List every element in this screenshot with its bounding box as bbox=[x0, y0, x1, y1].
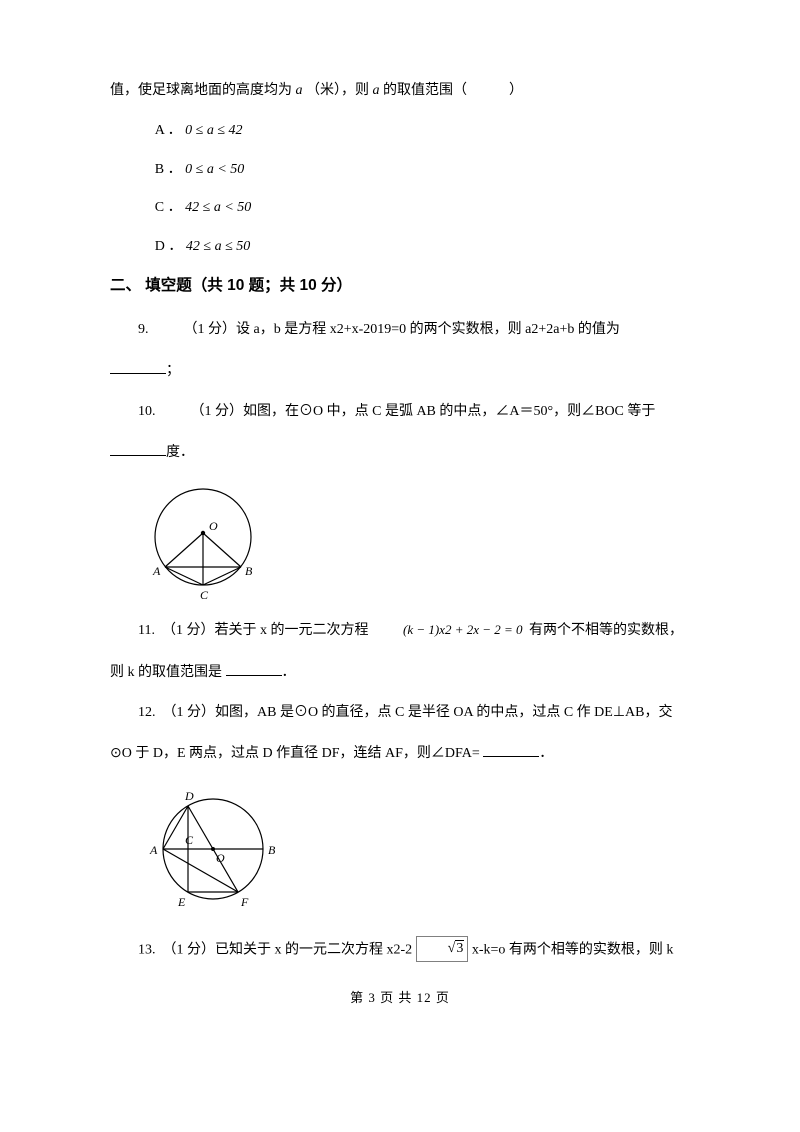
option-a: A ． 0 ≤ a ≤ 42 bbox=[110, 120, 690, 142]
svg-text:O: O bbox=[209, 519, 218, 533]
option-a-text: 0 ≤ a ≤ 42 bbox=[185, 123, 242, 138]
page-footer: 第 3 页 共 12 页 bbox=[110, 988, 690, 1009]
var-a2: a bbox=[373, 83, 380, 98]
svg-text:A: A bbox=[149, 843, 158, 857]
sqrt-val: 3 bbox=[455, 940, 464, 956]
figure-q12-svg: O A B C D E F bbox=[138, 784, 293, 919]
option-b-text: 0 ≤ a < 50 bbox=[185, 162, 244, 177]
svg-text:B: B bbox=[268, 843, 276, 857]
q13: 13. （1 分）已知关于 x 的一元二次方程 x2-2 √3 x-k=o 有两… bbox=[110, 937, 690, 963]
option-d-label: D ． bbox=[155, 239, 183, 254]
q12-line2: ⊙O 于 D，E 两点，过点 D 作直径 DF，连结 AF，则∠DFA= ． bbox=[110, 742, 690, 765]
q9: 9. （1 分）设 a，b 是方程 x2+x‐2019=0 的两个实数根，则 a… bbox=[110, 319, 690, 341]
svg-text:F: F bbox=[240, 895, 249, 909]
q13-tail: x-k=o 有两个相等的实数根，则 k bbox=[472, 942, 674, 957]
q-continuation: 值，使足球离地面的高度均为 a （米），则 a 的取值范围（ ） bbox=[110, 80, 690, 102]
svg-text:C: C bbox=[185, 833, 194, 847]
option-b-label: B ． bbox=[155, 162, 182, 177]
q11-blank bbox=[226, 661, 282, 676]
q-intro-text: 值，使足球离地面的高度均为 bbox=[110, 83, 292, 98]
q11-mid: 有两个不相等的实数根， bbox=[529, 623, 683, 638]
q13-prefix: 13. （1 分）已知关于 x 的一元二次方程 x2-2 bbox=[138, 942, 412, 957]
option-d: D ． 42 ≤ a ≤ 50 bbox=[110, 236, 690, 258]
q11: 11. （1 分）若关于 x 的一元二次方程 (k − 1)x2 + 2x − … bbox=[110, 620, 690, 642]
q11-prefix: 11. （1 分）若关于 x 的一元二次方程 bbox=[138, 623, 368, 638]
var-a1: a bbox=[296, 83, 303, 98]
section-2-title: 二、 填空题（共 10 题；共 10 分） bbox=[110, 274, 690, 299]
figure-q12: O A B C D E F bbox=[138, 784, 690, 919]
q9-line2: ； bbox=[110, 359, 690, 382]
q11-line2: 则 k 的取值范围是 ． bbox=[110, 661, 690, 684]
sqrt-icon: √3 bbox=[416, 936, 469, 962]
q9-tail: ； bbox=[166, 363, 180, 378]
svg-text:O: O bbox=[216, 851, 225, 865]
option-c: C ． 42 ≤ a < 50 bbox=[110, 197, 690, 219]
q10-tail: 度． bbox=[166, 445, 194, 460]
q9-text: 9. （1 分）设 a，b 是方程 x2+x‐2019=0 的两个实数根，则 a… bbox=[138, 322, 620, 337]
q12-prefix: 12. （1 分）如图，AB 是⊙O 的直径，点 C 是半径 OA 的中点，过点… bbox=[138, 705, 673, 720]
figure-q10: O A B C bbox=[138, 482, 690, 602]
q10-line2: 度． bbox=[110, 441, 690, 464]
option-b: B ． 0 ≤ a < 50 bbox=[110, 159, 690, 181]
option-d-text: 42 ≤ a ≤ 50 bbox=[186, 239, 250, 254]
svg-text:A: A bbox=[152, 564, 161, 578]
svg-text:D: D bbox=[184, 789, 194, 803]
q10-blank bbox=[110, 441, 166, 456]
q12-blank bbox=[483, 742, 539, 757]
q11-formula: (k − 1)x2 + 2x − 2 = 0 bbox=[372, 620, 526, 641]
q10: 10. （1 分）如图，在⊙O 中，点 C 是弧 AB 的中点，∠A＝50°，则… bbox=[110, 401, 690, 423]
figure-q10-svg: O A B C bbox=[138, 482, 273, 602]
q-intro-tail: 的取值范围（ ） bbox=[383, 83, 523, 98]
q11-line2-text: 则 k 的取值范围是 bbox=[110, 665, 222, 680]
option-c-label: C ． bbox=[155, 200, 182, 215]
svg-text:E: E bbox=[177, 895, 186, 909]
q12-tail: ． bbox=[539, 746, 553, 761]
option-a-label: A ． bbox=[155, 123, 182, 138]
q9-blank bbox=[110, 359, 166, 374]
q-intro-unit: （米），则 bbox=[306, 83, 369, 98]
svg-text:B: B bbox=[245, 564, 253, 578]
q12-line2-text: ⊙O 于 D，E 两点，过点 D 作直径 DF，连结 AF，则∠DFA= bbox=[110, 746, 480, 761]
option-c-text: 42 ≤ a < 50 bbox=[185, 200, 251, 215]
q11-tail: ． bbox=[282, 665, 296, 680]
q12: 12. （1 分）如图，AB 是⊙O 的直径，点 C 是半径 OA 的中点，过点… bbox=[110, 702, 690, 724]
q10-text: 10. （1 分）如图，在⊙O 中，点 C 是弧 AB 的中点，∠A＝50°，则… bbox=[138, 404, 655, 419]
svg-text:C: C bbox=[200, 588, 209, 602]
